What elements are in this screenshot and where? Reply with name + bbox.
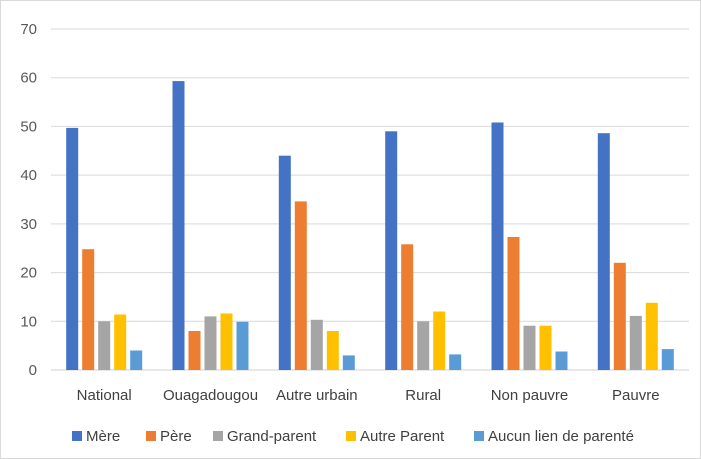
x-category-label: Pauvre [612, 387, 660, 404]
bar [597, 133, 610, 370]
bar [507, 237, 520, 370]
bar [188, 331, 201, 370]
x-axis-category-labels: National Ouagadougou Autre urbain Rural Non … [77, 387, 660, 404]
y-tick-label: 0 [29, 362, 37, 379]
x-category-label: Autre urbain [276, 387, 358, 404]
bar [417, 321, 430, 370]
bar [326, 331, 339, 370]
legend-label: Autre Parent [360, 428, 445, 445]
y-tick-label: 20 [20, 265, 37, 282]
bar [98, 321, 111, 370]
bar [491, 122, 504, 370]
bar [220, 313, 233, 370]
x-category-label: Ouagadougou [163, 387, 258, 404]
y-tick-label: 70 [20, 21, 37, 38]
bar [433, 311, 446, 370]
y-axis-tick-labels: 0 10 20 30 40 50 60 70 [20, 21, 37, 379]
bar [613, 262, 626, 370]
gridlines [51, 28, 689, 371]
bar [82, 249, 95, 370]
y-tick-label: 40 [20, 167, 37, 184]
bar [645, 302, 658, 370]
legend-label: Aucun lien de parenté [488, 428, 634, 445]
legend-swatch [213, 431, 223, 441]
y-tick-label: 60 [20, 70, 37, 87]
bar [449, 354, 462, 370]
bar [236, 321, 249, 370]
x-category-label: Rural [405, 387, 441, 404]
bar [310, 319, 323, 370]
bar [385, 131, 398, 370]
bar [539, 325, 552, 370]
bar [555, 351, 568, 370]
legend-swatch [346, 431, 356, 441]
bar [661, 349, 674, 370]
bar [294, 201, 307, 370]
legend-swatch [72, 431, 82, 441]
bar [278, 155, 291, 370]
legend-swatch [474, 431, 484, 441]
y-tick-label: 10 [20, 313, 37, 330]
bar [204, 316, 217, 370]
bar [172, 81, 185, 370]
x-category-label: Non pauvre [491, 387, 569, 404]
legend-label: Père [160, 428, 192, 445]
bars [66, 81, 674, 371]
bar [130, 350, 143, 370]
bar [66, 127, 79, 371]
legend: Mère Père Grand-parent Autre Parent Aucun li… [72, 428, 634, 445]
bar [629, 315, 642, 370]
y-tick-label: 30 [20, 216, 37, 233]
legend-label: Grand-parent [227, 428, 317, 445]
x-category-label: National [77, 387, 132, 404]
legend-label: Mère [86, 428, 120, 445]
bar [114, 314, 127, 370]
bar [523, 325, 536, 370]
y-tick-label: 50 [20, 118, 37, 135]
bar [342, 355, 355, 370]
bar [401, 244, 414, 370]
legend-swatch [146, 431, 156, 441]
